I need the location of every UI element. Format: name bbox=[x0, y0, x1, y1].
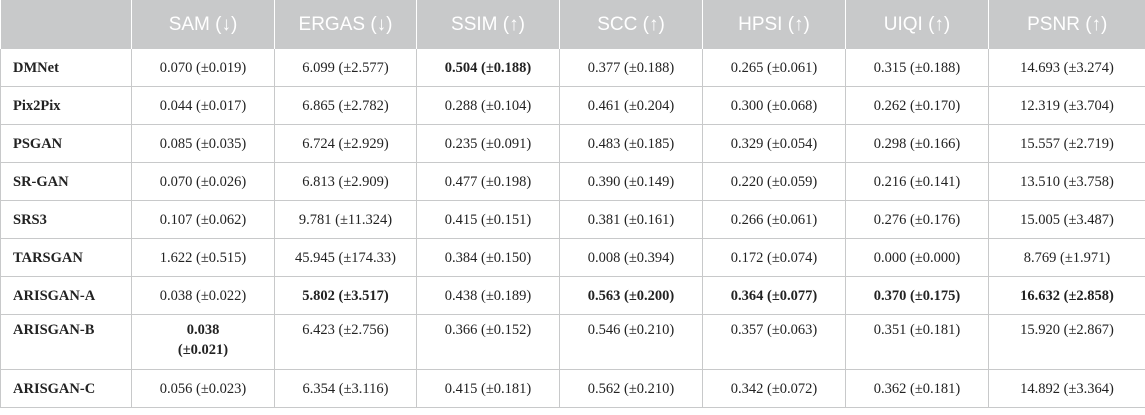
metric-value-cell: 0.357 (±0.063) bbox=[702, 314, 846, 370]
metric-value-cell: 16.632 (±2.858) bbox=[988, 276, 1145, 315]
metric-value-cell: 0.384 (±0.150) bbox=[416, 238, 560, 277]
header-cell-sam: SAM (↓) bbox=[131, 0, 275, 49]
metric-value-cell: 0.377 (±0.188) bbox=[559, 49, 703, 87]
method-name-cell: Pix2Pix bbox=[0, 86, 132, 125]
header-cell-ssim: SSIM (↑) bbox=[416, 0, 560, 49]
metric-value-cell: 0.265 (±0.061) bbox=[702, 49, 846, 87]
metric-value-cell: 0.070 (±0.026) bbox=[131, 162, 275, 201]
metric-value-cell: 0.329 (±0.054) bbox=[702, 124, 846, 163]
metric-value-cell: 0.056 (±0.023) bbox=[131, 369, 275, 408]
method-name-cell: ARISGAN-B bbox=[0, 314, 132, 370]
method-name-cell: TARSGAN bbox=[0, 238, 132, 277]
table-row: TARSGAN 1.622 (±0.515) 45.945 (±174.33) 0.3… bbox=[0, 238, 1145, 277]
metric-value-cell: 0.070 (±0.019) bbox=[131, 49, 275, 87]
metric-value-cell: 0.235 (±0.091) bbox=[416, 124, 560, 163]
header-cell-uiqi: UIQI (↑) bbox=[845, 0, 989, 49]
metric-value-cell: 0.172 (±0.074) bbox=[702, 238, 846, 277]
method-name-cell: DMNet bbox=[0, 49, 132, 87]
metric-value-cell: 14.892 (±3.364) bbox=[988, 369, 1145, 408]
metric-value-cell: 0.276 (±0.176) bbox=[845, 200, 989, 239]
table-row: ARISGAN-A 0.038 (±0.022) 5.802 (±3.517) 0.4… bbox=[0, 276, 1145, 315]
header-cell-hpsi: HPSI (↑) bbox=[702, 0, 846, 49]
metric-value-cell: 1.622 (±0.515) bbox=[131, 238, 275, 277]
metric-value-cell: 0.390 (±0.149) bbox=[559, 162, 703, 201]
header-cell-ergas: ERGAS (↓) bbox=[274, 0, 417, 49]
metric-value-cell: 0.038 (±0.022) bbox=[131, 276, 275, 315]
metric-value-cell: 0.220 (±0.059) bbox=[702, 162, 846, 201]
metric-value-cell: 15.920 (±2.867) bbox=[988, 314, 1145, 370]
metric-value-cell: 0.362 (±0.181) bbox=[845, 369, 989, 408]
metric-value-cell: 0.477 (±0.198) bbox=[416, 162, 560, 201]
metric-value-cell: 12.319 (±3.704) bbox=[988, 86, 1145, 125]
metric-value-cell: 0.364 (±0.077) bbox=[702, 276, 846, 315]
table-row: PSGAN 0.085 (±0.035) 6.724 (±2.929) 0.235 (… bbox=[0, 124, 1145, 163]
metric-value-cell: 5.802 (±3.517) bbox=[274, 276, 417, 315]
metric-value-cell: 0.415 (±0.181) bbox=[416, 369, 560, 408]
method-name-cell: SRS3 bbox=[0, 200, 132, 239]
metric-value-cell: 6.354 (±3.116) bbox=[274, 369, 417, 408]
metric-value-cell: 6.724 (±2.929) bbox=[274, 124, 417, 163]
metric-value-cell: 0.366 (±0.152) bbox=[416, 314, 560, 370]
header-row: SAM (↓) ERGAS (↓) SSIM (↑) SCC (↑) HPSI … bbox=[0, 0, 1145, 49]
table-row: DMNet 0.070 (±0.019) 6.099 (±2.577) 0.504 (… bbox=[0, 49, 1145, 87]
metric-value-cell: 0.381 (±0.161) bbox=[559, 200, 703, 239]
header-cell-psnr: PSNR (↑) bbox=[988, 0, 1145, 49]
metric-value-cell: 6.865 (±2.782) bbox=[274, 86, 417, 125]
metric-value-cell: 15.557 (±2.719) bbox=[988, 124, 1145, 163]
method-name-cell: PSGAN bbox=[0, 124, 132, 163]
metric-value-cell: 0.483 (±0.185) bbox=[559, 124, 703, 163]
metric-value-cell: 0.563 (±0.200) bbox=[559, 276, 703, 315]
metric-value-cell: 0.562 (±0.210) bbox=[559, 369, 703, 408]
metric-value-cell: 0.008 (±0.394) bbox=[559, 238, 703, 277]
table-row: SRS3 0.107 (±0.062) 9.781 (±11.324) 0.415 (… bbox=[0, 200, 1145, 239]
metric-value-cell: 0.262 (±0.170) bbox=[845, 86, 989, 125]
metric-value-cell: 6.423 (±2.756) bbox=[274, 314, 417, 370]
metric-value-cell: 9.781 (±11.324) bbox=[274, 200, 417, 239]
metric-value-cell: 0.342 (±0.072) bbox=[702, 369, 846, 408]
table-row: Pix2Pix 0.044 (±0.017) 6.865 (±2.782) 0.288… bbox=[0, 86, 1145, 125]
metric-value-cell: 0.415 (±0.151) bbox=[416, 200, 560, 239]
metric-value-cell: 45.945 (±174.33) bbox=[274, 238, 417, 277]
metric-value-cell: 6.099 (±2.577) bbox=[274, 49, 417, 87]
metric-value-cell: 0.044 (±0.017) bbox=[131, 86, 275, 125]
metric-value-cell: 8.769 (±1.971) bbox=[988, 238, 1145, 277]
method-name-cell: SR-GAN bbox=[0, 162, 132, 201]
metric-value-cell: 0.504 (±0.188) bbox=[416, 49, 560, 87]
header-cell-method bbox=[0, 0, 132, 49]
table-row: ARISGAN-C 0.056 (±0.023) 6.354 (±3.116) 0.4… bbox=[0, 369, 1145, 408]
metric-value-cell: 0.288 (±0.104) bbox=[416, 86, 560, 125]
metric-value-cell: 0.298 (±0.166) bbox=[845, 124, 989, 163]
table-body: DMNet 0.070 (±0.019) 6.099 (±2.577) 0.504 (… bbox=[0, 49, 1145, 408]
metric-value-cell: 0.216 (±0.141) bbox=[845, 162, 989, 201]
metric-value-cell: 0.000 (±0.000) bbox=[845, 238, 989, 277]
metric-value-cell: 0.370 (±0.175) bbox=[845, 276, 989, 315]
metric-value-cell: 0.038 (±0.021) bbox=[131, 314, 275, 370]
metric-value-cell: 0.266 (±0.061) bbox=[702, 200, 846, 239]
method-name-cell: ARISGAN-A bbox=[0, 276, 132, 315]
table-row: ARISGAN-B 0.038 (±0.021) 6.423 (±2.756) 0.36… bbox=[0, 314, 1145, 370]
metric-value-cell: 0.085 (±0.035) bbox=[131, 124, 275, 163]
metric-value-cell: 15.005 (±3.487) bbox=[988, 200, 1145, 239]
metric-value-cell: 0.107 (±0.062) bbox=[131, 200, 275, 239]
metric-value-cell: 0.461 (±0.204) bbox=[559, 86, 703, 125]
metric-value-cell: 0.546 (±0.210) bbox=[559, 314, 703, 370]
metric-value-cell: 0.315 (±0.188) bbox=[845, 49, 989, 87]
metric-value-cell: 14.693 (±3.274) bbox=[988, 49, 1145, 87]
metric-value-cell: 0.438 (±0.189) bbox=[416, 276, 560, 315]
table-row: SR-GAN 0.070 (±0.026) 6.813 (±2.909) 0.477 … bbox=[0, 162, 1145, 201]
metric-value-cell: 0.300 (±0.068) bbox=[702, 86, 846, 125]
metric-value-cell: 13.510 (±3.758) bbox=[988, 162, 1145, 201]
method-name-cell: ARISGAN-C bbox=[0, 369, 132, 408]
metric-value-cell: 6.813 (±2.909) bbox=[274, 162, 417, 201]
metric-value-cell: 0.351 (±0.181) bbox=[845, 314, 989, 370]
header-cell-scc: SCC (↑) bbox=[559, 0, 703, 49]
